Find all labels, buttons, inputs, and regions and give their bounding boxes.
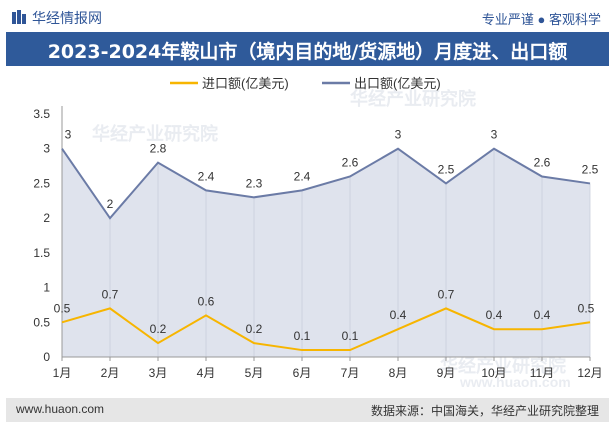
export-data-label: 2.4 — [294, 169, 311, 183]
watermark: 华经产业研究院 — [92, 124, 218, 144]
y-tick-label: 3.5 — [33, 107, 50, 121]
x-tick-label: 7月 — [341, 366, 360, 380]
x-tick-label: 5月 — [245, 366, 264, 380]
top-bar: 华经情报网 专业严谨 ● 客观科学 — [0, 0, 615, 32]
x-tick-label: 8月 — [389, 366, 408, 380]
import-data-label: 0.1 — [342, 329, 359, 343]
watermark: www.huaon.com — [460, 374, 571, 390]
import-data-label: 0.4 — [534, 308, 551, 322]
export-area-fill — [62, 148, 590, 357]
x-tick-label: 3月 — [149, 366, 168, 380]
import-data-label: 0.2 — [150, 322, 167, 336]
x-tick-label: 1月 — [53, 366, 72, 380]
x-tick-label: 9月 — [437, 366, 456, 380]
legend-label-import: 进口额(亿美元) — [202, 76, 289, 91]
x-tick-label: 4月 — [197, 366, 216, 380]
legend: 进口额(亿美元) 出口额(亿美元) — [170, 76, 441, 91]
export-data-label: 2 — [107, 197, 114, 211]
y-tick-label: 2.5 — [33, 176, 50, 190]
brand-logo-icon — [12, 10, 26, 24]
import-data-label: 0.5 — [54, 301, 71, 315]
x-tick-label: 2月 — [101, 366, 120, 380]
import-data-label: 0.6 — [198, 294, 215, 308]
import-data-label: 0.5 — [578, 301, 595, 315]
y-tick-label: 2 — [43, 211, 50, 225]
y-tick-label: 0.5 — [33, 315, 50, 329]
y-tick-label: 3 — [43, 142, 50, 156]
data-source: 数据来源：中国海关，华经产业研究院整理 — [370, 404, 599, 418]
export-data-label: 2.3 — [246, 176, 263, 190]
export-data-label: 2.6 — [342, 155, 359, 169]
export-data-label: 3 — [491, 128, 498, 142]
import-data-label: 0.4 — [486, 308, 503, 322]
import-series-line — [61, 307, 591, 352]
import-data-label: 0.2 — [246, 322, 263, 336]
y-tick-label: 1.5 — [33, 246, 50, 260]
x-tick-label: 6月 — [293, 366, 312, 380]
y-tick-label: 0 — [43, 350, 50, 364]
title-bar: 2023-2024年鞍山市（境内目的地/货源地）月度进、出口额 — [6, 32, 609, 66]
export-data-label: 2.5 — [438, 162, 455, 176]
export-data-label: 2.4 — [198, 169, 215, 183]
import-data-label: 0.1 — [294, 329, 311, 343]
export-data-label: 3 — [395, 128, 402, 142]
import-data-label: 0.7 — [102, 287, 119, 301]
y-tick-label: 1 — [43, 281, 50, 295]
watermark: 华经产业研究院 — [350, 89, 476, 109]
export-series-line — [61, 147, 591, 220]
x-tick-label: 10月 — [481, 366, 506, 380]
footer: www.huaon.com 数据来源：中国海关，华经产业研究院整理 — [6, 398, 609, 422]
brand-slogan: 专业严谨 ● 客观科学 — [481, 12, 601, 27]
legend-label-export: 出口额(亿美元) — [354, 76, 441, 91]
brand-name: 华经情报网 — [32, 10, 102, 26]
chart-title: 2023-2024年鞍山市（境内目的地/货源地）月度进、出口额 — [47, 41, 568, 63]
import-data-label: 0.4 — [390, 308, 407, 322]
export-data-label: 2.8 — [150, 142, 167, 156]
export-data-label: 2.6 — [534, 155, 551, 169]
export-data-label: 3 — [65, 128, 72, 142]
chart-area: 进口额(亿美元) 出口额(亿美元) 0 0.5 1 1.5 2 2.5 3 3.5 1月 2月 3月 4… — [33, 76, 603, 380]
x-tick-label: 11月 — [530, 366, 554, 380]
import-data-label: 0.7 — [438, 287, 455, 301]
watermark: 华经产业研究院 — [440, 356, 566, 376]
x-tick-label: 12月 — [577, 366, 602, 380]
footer-url: www.huaon.com — [16, 402, 105, 416]
export-data-label: 2.5 — [582, 162, 599, 176]
plot-area: 0 0.5 1 1.5 2 2.5 3 3.5 1月 2月 3月 4月 5月 6月 7月 8月 9月 10月 11月… — [33, 106, 603, 380]
